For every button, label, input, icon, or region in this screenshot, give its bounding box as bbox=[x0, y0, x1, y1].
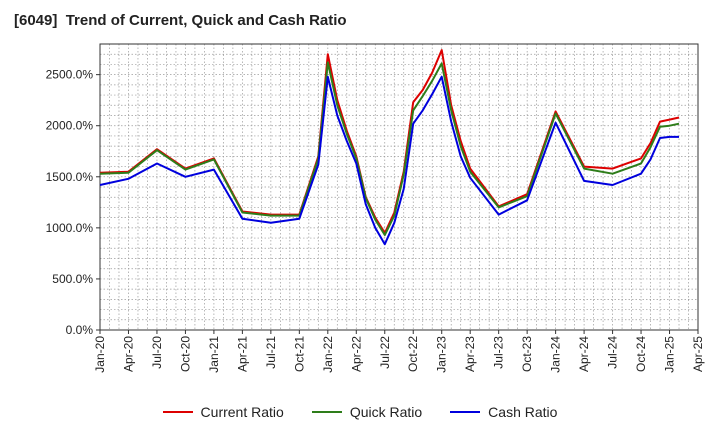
x-tick-label: Jul-21 bbox=[264, 336, 278, 369]
y-tick-label: 1500.0% bbox=[46, 170, 94, 184]
x-tick-label: Jan-22 bbox=[321, 336, 335, 373]
x-tick-label: Jan-23 bbox=[435, 336, 449, 373]
series-line-quick-ratio bbox=[99, 61, 680, 236]
grid bbox=[99, 43, 699, 331]
x-tick-label: Oct-21 bbox=[292, 336, 306, 372]
x-tick-label: Oct-24 bbox=[634, 336, 648, 372]
legend: Current Ratio Quick Ratio Cash Ratio bbox=[0, 404, 720, 420]
y-tick-label: 0.0% bbox=[66, 323, 94, 337]
legend-label-quick-ratio: Quick Ratio bbox=[349, 404, 423, 420]
x-tick-label: Apr-21 bbox=[235, 336, 249, 372]
x-tick-label: Jan-25 bbox=[663, 336, 677, 373]
x-tick-label: Oct-20 bbox=[178, 336, 192, 372]
x-tick-label: Oct-23 bbox=[520, 336, 534, 372]
legend-item-current-ratio: Current Ratio bbox=[162, 404, 284, 420]
x-tick-label: Jul-24 bbox=[606, 336, 620, 369]
y-tick-label: 2000.0% bbox=[46, 119, 94, 133]
x-tick-label: Jan-20 bbox=[93, 336, 107, 373]
x-tick-label: Jul-23 bbox=[492, 336, 506, 369]
x-tick-label: Apr-24 bbox=[577, 336, 591, 372]
series-lines bbox=[99, 49, 680, 246]
x-tick-label: Oct-22 bbox=[406, 336, 420, 372]
legend-label-cash-ratio: Cash Ratio bbox=[488, 404, 558, 420]
legend-swatch-current-ratio bbox=[162, 411, 193, 413]
x-tick-label: Apr-22 bbox=[349, 336, 363, 372]
series-line-current-ratio bbox=[99, 49, 680, 234]
legend-item-cash-ratio: Cash Ratio bbox=[450, 404, 557, 420]
y-tick-label: 1000.0% bbox=[46, 221, 94, 235]
chart-title: [6049] Trend of Current, Quick and Cash … bbox=[14, 12, 347, 29]
y-tick-label: 500.0% bbox=[52, 272, 93, 286]
x-tick-label: Jul-22 bbox=[378, 336, 392, 369]
legend-swatch-quick-ratio bbox=[311, 411, 342, 413]
x-tick-label: Apr-20 bbox=[121, 336, 135, 372]
x-tick-label: Jul-20 bbox=[150, 336, 164, 369]
x-tick-label: Apr-25 bbox=[691, 336, 705, 372]
legend-item-quick-ratio: Quick Ratio bbox=[311, 404, 423, 420]
plot-frame bbox=[99, 43, 699, 331]
x-tick-label: Jan-24 bbox=[549, 336, 563, 373]
series-line-cash-ratio bbox=[99, 75, 679, 246]
x-tick-label: Jan-21 bbox=[207, 336, 221, 373]
y-tick-label: 2500.0% bbox=[46, 68, 94, 82]
axes: 0.0% 500.0% 1000.0% 1500.0% 2000.0% 2500.0% Ja… bbox=[46, 43, 705, 373]
legend-swatch-cash-ratio bbox=[450, 411, 481, 413]
x-tick-label: Apr-23 bbox=[463, 336, 477, 372]
legend-label-current-ratio: Current Ratio bbox=[200, 404, 284, 420]
